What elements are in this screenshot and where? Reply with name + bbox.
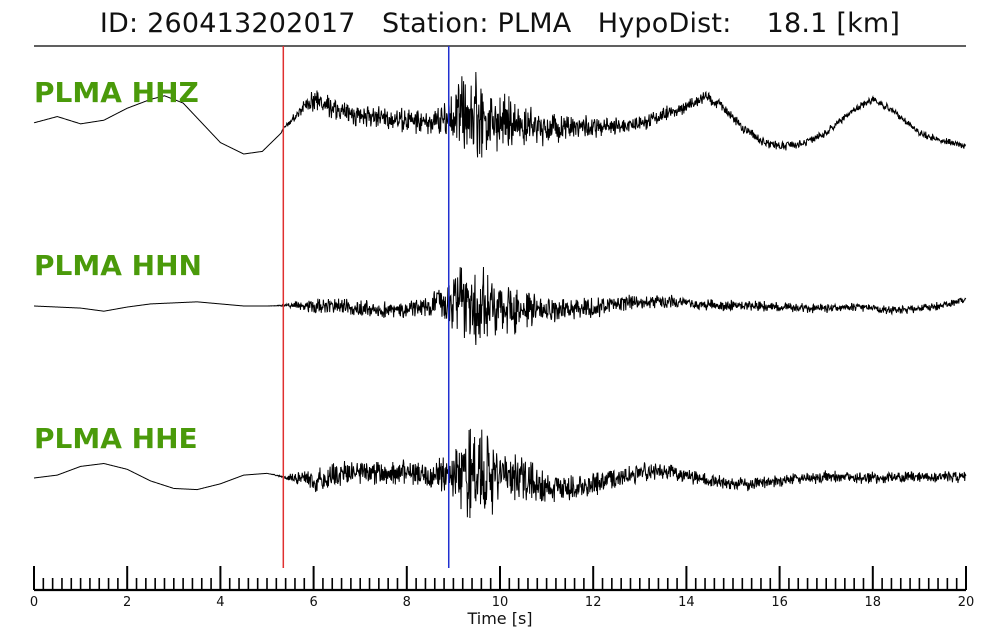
- station-label: Station:: [381, 8, 489, 39]
- x-tick-label: 14: [678, 595, 695, 610]
- x-tick-label: 8: [403, 595, 411, 610]
- trace-line-2: [33, 266, 967, 346]
- trace-label-3: PLMA HHE: [34, 422, 198, 455]
- trace-label-2: PLMA HHN: [34, 249, 202, 282]
- x-tick-label: 12: [585, 595, 602, 610]
- hypodist-value: 18.1: [766, 8, 828, 39]
- picks-group: [282, 46, 450, 568]
- trace-line-3: [33, 428, 967, 519]
- x-tick-label: 0: [30, 595, 38, 610]
- event-id: 260413202017: [147, 8, 356, 39]
- axis-ticks: 0 2 4 6 8 10 12 14 16 18 20: [30, 566, 974, 610]
- traces-group: [33, 71, 967, 519]
- station-code: PLMA: [497, 8, 572, 39]
- x-tick-label: 10: [492, 595, 509, 610]
- x-axis-label: Time [s]: [466, 609, 532, 628]
- hypodist-label: HypoDist:: [597, 8, 732, 39]
- trace-label-1: PLMA HHZ: [34, 76, 199, 109]
- x-tick-label: 4: [216, 595, 224, 610]
- trace-labels-group: PLMA HHZ PLMA HHN PLMA HHE: [34, 76, 202, 455]
- x-tick-label: 20: [958, 595, 975, 610]
- id-label: ID:: [99, 8, 139, 39]
- x-tick-label: 18: [865, 595, 882, 610]
- plot-title: ID: 260413202017 Station: PLMA HypoDist:…: [0, 8, 1000, 39]
- x-tick-label: 6: [309, 595, 317, 610]
- trace-line-1: [33, 71, 967, 158]
- x-tick-label: 2: [123, 595, 131, 610]
- hypodist-unit: [km]: [836, 8, 901, 39]
- time-axis: 0 2 4 6 8 10 12 14 16 18 20 Time [s]: [30, 566, 974, 628]
- x-tick-label: 16: [771, 595, 788, 610]
